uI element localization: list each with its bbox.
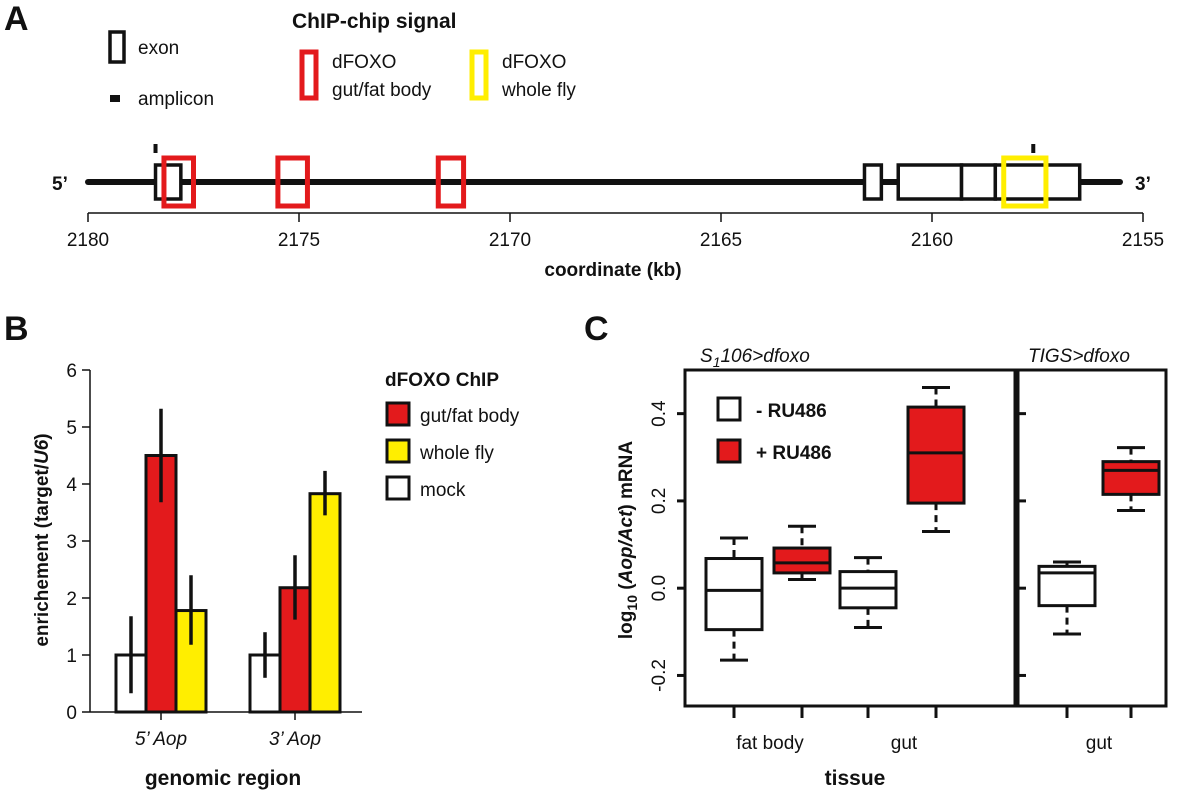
- b-ytick-label-1: 1: [66, 646, 77, 667]
- b-bars: [114, 408, 342, 714]
- coordinate-tick-label-3: 2165: [700, 230, 742, 251]
- panel-b-letter: B: [4, 310, 29, 348]
- b-ytick-label-0: 0: [66, 703, 77, 724]
- coordinate-tick-label-5: 2155: [1122, 230, 1164, 251]
- legend-exon-label: exon: [138, 38, 179, 59]
- c-boxes: [704, 385, 1161, 662]
- chip-signal-1-region-3: [435, 155, 467, 209]
- box-f1-0-iqr: [704, 557, 764, 632]
- box-f1-2-iqr: [838, 570, 898, 610]
- c-legend-plus-swatch: [716, 438, 742, 464]
- exon-5: [993, 163, 1082, 201]
- b-legend-title: dFOXO ChIP: [385, 370, 499, 391]
- legend-gutfat-line2: gut/fat body: [332, 80, 432, 101]
- box-f1-3-iqr: [906, 405, 966, 505]
- box-f1-1-iqr: [772, 546, 832, 575]
- b-y-axis-title: enrichement (target/U6): [32, 433, 53, 646]
- chip-signal-2-region-1: [1001, 155, 1049, 209]
- facet2-frame: [1016, 368, 1168, 708]
- exon-1: [153, 163, 183, 201]
- coordinate-tick-label-4: 2160: [911, 230, 953, 251]
- legend-whole-line2: whole fly: [501, 80, 576, 101]
- gene-features: [153, 144, 1082, 209]
- coordinate-axis-title: coordinate (kb): [544, 260, 681, 281]
- legend-gutfat-line1: dFOXO: [332, 52, 396, 73]
- facet1-title: S1106>dfoxo: [700, 346, 810, 370]
- b-ytick-label-2: 2: [66, 589, 77, 610]
- c-legend-minus-swatch: [716, 396, 742, 422]
- exon-2: [862, 163, 884, 201]
- b-legend-swatch-2: [385, 475, 411, 501]
- b-legend-label-0: gut/fat body: [420, 406, 520, 427]
- amplicon-1: [153, 144, 158, 153]
- b-legend-label-1: whole fly: [419, 443, 494, 464]
- amplicon-2: [1031, 144, 1036, 153]
- c-ytick-label-3: 0.4: [649, 400, 670, 427]
- b-legend-label-2: mock: [420, 480, 466, 501]
- b-xtick-label-1: 3’ Aop: [269, 729, 321, 750]
- five-prime-label: 5’: [52, 174, 68, 195]
- b-legend: gut/fat body whole fly mock: [385, 401, 520, 501]
- exon-3: [896, 163, 964, 201]
- chip-signal-1-region-2: [275, 155, 310, 209]
- facet1-frame: [683, 368, 1017, 708]
- c-x-axis-ticks: fat body gut gut: [732, 706, 1133, 754]
- b-x-axis-ticks: 5’ Aop 3’ Aop: [135, 712, 321, 750]
- b-ytick-label-6: 6: [66, 361, 77, 382]
- b-x-axis-title: genomic region: [145, 767, 301, 790]
- legend-gutfat-swatch: [299, 49, 319, 101]
- c-legend-minus-label: - RU486: [756, 401, 827, 422]
- panel-a-letter: A: [4, 0, 29, 38]
- b-ytick-label-3: 3: [66, 532, 77, 553]
- b-ytick-label-5: 5: [66, 418, 77, 439]
- b-xtick-label-0: 5’ Aop: [135, 729, 187, 750]
- panel-c-letter: C: [584, 310, 609, 348]
- facet2-title: TIGS>dfoxo: [1028, 346, 1130, 367]
- bar-0-2: [174, 609, 208, 714]
- panel-c: C S1106>dfoxo TIGS>dfoxo -0.2 0.0 0.2 0.4 f…: [584, 310, 1168, 790]
- c-xtick-label-fatbody: fat body: [736, 733, 804, 754]
- legend-whole-swatch: [469, 49, 489, 101]
- c-ytick-label-2: 0.2: [649, 488, 670, 514]
- b-legend-swatch-1: [385, 438, 411, 464]
- c-xtick-label-gut-2: gut: [1086, 733, 1113, 754]
- legend-amplicon-swatch: [110, 95, 120, 102]
- c-y-axis-ticks: -0.2 0.0 0.2 0.4: [649, 400, 1026, 692]
- b-legend-swatch-0: [385, 401, 411, 427]
- three-prime-label: 3’: [1135, 174, 1151, 195]
- c-ytick-label-1: 0.0: [649, 575, 670, 601]
- legend-exon-swatch: [108, 30, 126, 64]
- c-x-axis-title: tissue: [825, 767, 886, 790]
- panel-a: A exon amplicon ChIP-chip signal dFOXO g…: [4, 0, 1164, 281]
- c-ytick-label-0: -0.2: [649, 659, 670, 692]
- chip-signal-1-region-1: [161, 155, 197, 209]
- box-f2-1-iqr: [1101, 460, 1161, 496]
- legend-amplicon-label: amplicon: [138, 89, 214, 110]
- panel-b: B 0 1 2 3 4 5 6 5’ Aop 3’ Aop enrichement (targ…: [4, 310, 520, 790]
- exon-4: [959, 163, 998, 201]
- coordinate-tick-label-0: 2180: [67, 230, 109, 251]
- legend-whole-line1: dFOXO: [502, 52, 566, 73]
- c-y-axis-title: log10 (Aop/Act) mRNA: [616, 441, 640, 639]
- bar-1-2: [308, 492, 342, 714]
- c-legend-plus-label: + RU486: [756, 443, 832, 464]
- coordinate-tick-label-2: 2170: [489, 230, 531, 251]
- c-xtick-label-gut-1: gut: [891, 733, 918, 754]
- chip-signal-title: ChIP-chip signal: [292, 10, 457, 33]
- b-y-axis-ticks: 0 1 2 3 4 5 6: [66, 361, 90, 724]
- coordinate-axis-ticks: 2180 2175 2170 2165 2160 2155: [67, 213, 1164, 251]
- coordinate-tick-label-1: 2175: [278, 230, 320, 251]
- b-ytick-label-4: 4: [66, 475, 77, 496]
